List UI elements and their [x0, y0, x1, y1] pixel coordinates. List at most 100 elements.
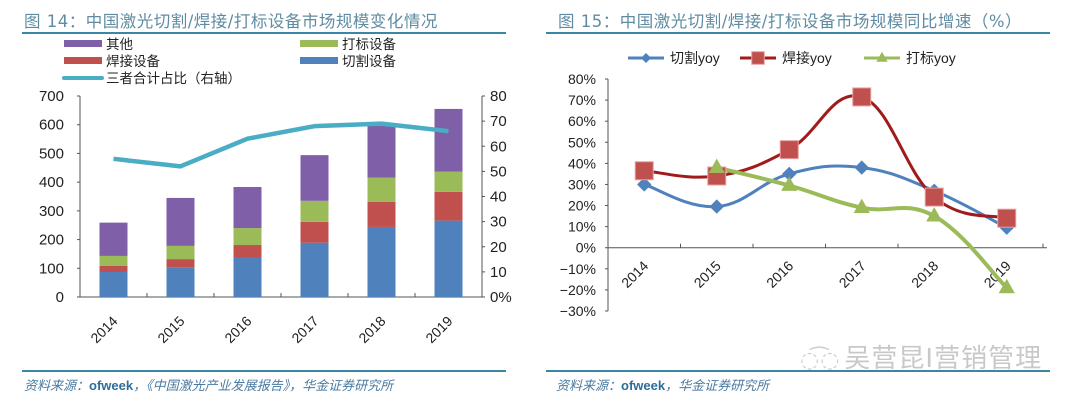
left-figure-title: 图 14：中国激光切割/焊接/打标设备市场规模变化情况: [24, 8, 438, 32]
figure-title-text: 中国激光切割/焊接/打标设备市场规模变化情况: [85, 12, 438, 31]
bar-segment: [367, 201, 396, 227]
bar-segment: [434, 171, 463, 192]
legend-label: 切割yoy: [670, 50, 720, 66]
y2-tick-label: 20: [490, 239, 507, 256]
data-point: [853, 198, 870, 214]
data-point: [997, 208, 1017, 228]
legend-swatch: [64, 40, 102, 47]
data-point: [924, 187, 944, 207]
legend-marker: [876, 51, 888, 62]
bar-segment: [99, 272, 128, 297]
figure-label: 图 15: [558, 12, 603, 31]
y-tick-label: 0%: [576, 240, 596, 256]
bar-segment: [300, 221, 329, 243]
y-tick-label: 500: [39, 145, 64, 162]
legend-marker: [640, 52, 652, 64]
data-point: [998, 278, 1015, 294]
bar-segment: [99, 265, 128, 273]
bar-segment: [367, 177, 396, 202]
data-point: [852, 87, 872, 107]
x-tick-label: 2017: [288, 313, 321, 346]
legend-label: 焊接设备: [106, 53, 160, 69]
bar-segment: [233, 187, 262, 229]
y2-tick-label: 50: [490, 163, 507, 180]
share-line: [113, 121, 449, 169]
source-brand: ofweek: [621, 378, 666, 393]
bar-segment: [434, 108, 463, 172]
y2-tick-label: 30: [490, 214, 507, 231]
y-tick-label: 80%: [568, 71, 596, 87]
bar-segment: [300, 155, 329, 201]
bar-segment: [99, 222, 128, 256]
title-colon: ：: [602, 12, 620, 31]
y-tick-label: 100: [39, 260, 64, 277]
legend-marker: [751, 51, 765, 65]
x-tick-label: 2016: [763, 257, 796, 290]
yoy-line-chart: 切割yoy 焊接yoy 打标yoy −30% −20% −10% 0% 10% 20% 30% 40…: [560, 50, 1047, 319]
bar-segment: [300, 242, 329, 297]
bar-segment: [166, 259, 195, 268]
legend-label: 三者合计占比（右轴）: [106, 71, 241, 86]
bar-segment: [434, 220, 463, 297]
data-point: [781, 176, 798, 191]
right-figure-title: 图 15：中国激光切割/焊接/打标设备市场规模同比增速（%）: [558, 8, 1022, 32]
y-tick-label: 700: [39, 88, 64, 105]
y2-tick-label: 10: [490, 264, 507, 281]
source-brand: ofweek: [89, 378, 134, 393]
bar-segment: [367, 123, 396, 178]
left-source-note: 资料来源：ofweek，《中国激光产业发展报告》，华金证券研究所: [24, 375, 393, 394]
y-tick-label: 600: [39, 117, 64, 134]
y-tick-label: 60%: [568, 113, 596, 129]
data-point: [779, 140, 799, 160]
legend-label: 打标yoy: [906, 50, 956, 66]
data-point: [634, 161, 654, 181]
x-tick-label: 2015: [691, 257, 724, 290]
bar-segment: [300, 200, 329, 222]
wechat-icon: ◌͡◌: [800, 348, 841, 373]
y-tick-label: 0: [56, 289, 64, 306]
legend-swatch: [64, 57, 102, 64]
title-divider: [22, 32, 506, 34]
legend-label: 打标设备: [342, 36, 396, 52]
x-tick-label: 2017: [836, 257, 869, 290]
figure-title-text: 中国激光切割/焊接/打标设备市场规模同比增速（%）: [619, 12, 1023, 31]
bar-segment: [434, 191, 463, 221]
y2-tick-label: 40: [490, 189, 507, 206]
data-point: [708, 158, 725, 173]
x-tick-label: 2016: [221, 313, 254, 346]
y-tick-label: 30%: [568, 176, 596, 192]
y2-tick-label: 60: [490, 138, 507, 155]
title-colon: ：: [68, 12, 86, 31]
legend-swatch: [300, 57, 338, 64]
legend-swatch: [300, 40, 338, 47]
legend-label: 焊接yoy: [782, 50, 832, 66]
bar-segment: [99, 255, 128, 266]
right-figure-panel: 图 15：中国激光切割/焊接/打标设备市场规模同比增速（%） 切割yoy 焊接yo…: [540, 0, 1080, 403]
y-tick-label: −20%: [560, 282, 596, 298]
legend-label: 切割设备: [342, 53, 396, 69]
y-tick-label: 20%: [568, 198, 596, 214]
bar-segment: [233, 228, 262, 246]
y-tick-label: −30%: [560, 303, 596, 319]
data-point: [926, 207, 943, 222]
bar-segment: [233, 257, 262, 297]
bar-segment: [166, 197, 195, 246]
x-tick-label: 2015: [154, 313, 187, 346]
source-rest: ，《中国激光产业发展报告》，华金证券研究所: [133, 379, 394, 394]
watermark-text: 吴营昆I营销管理: [844, 344, 1043, 374]
y-tick-label: 10%: [568, 219, 596, 235]
x-tick-label: 2018: [908, 257, 941, 290]
source-divider: [546, 370, 1050, 372]
title-divider: [546, 32, 1050, 34]
y-tick-label: 40%: [568, 155, 596, 171]
x-tick-label: 2019: [422, 313, 455, 346]
data-point: [854, 160, 869, 175]
y-tick-label: 70%: [568, 92, 596, 108]
x-tick-label: 2014: [618, 257, 651, 290]
watermark: ◌͡◌ 吴营昆I营销管理: [800, 338, 1042, 375]
legend-label: 其他: [106, 37, 133, 52]
source-prefix: 资料来源：: [556, 379, 622, 394]
bar-segment: [233, 245, 262, 258]
y2-tick-label: 70: [490, 113, 507, 130]
